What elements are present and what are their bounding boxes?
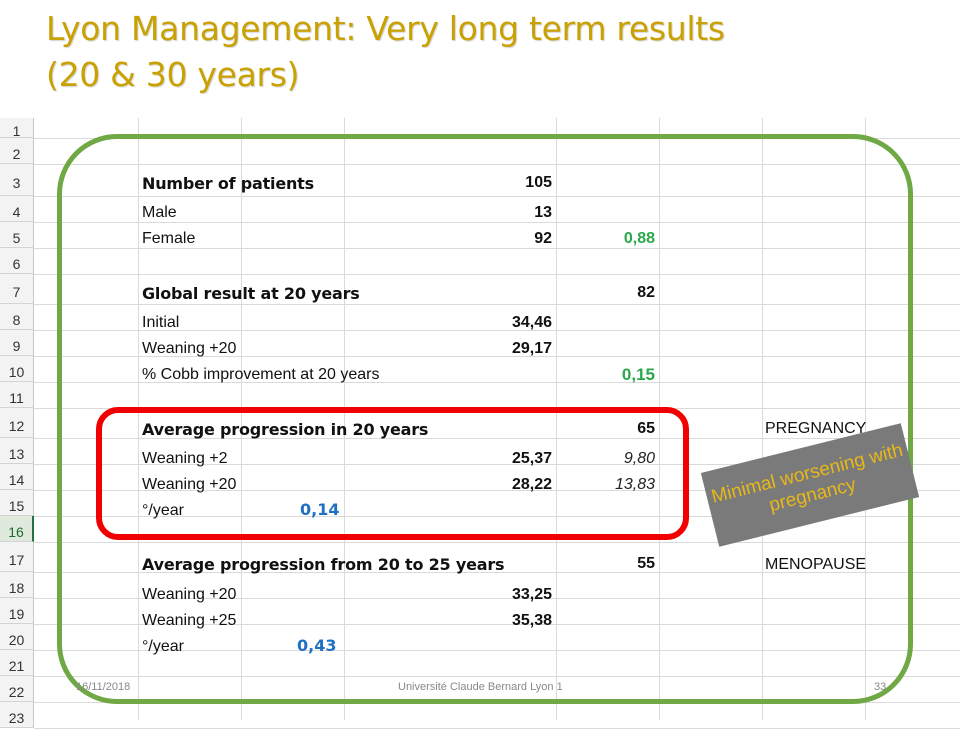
grid-row-line (34, 650, 960, 651)
grid-col-line (659, 118, 660, 720)
cell-weaning-20b-value[interactable]: 28,22 (511, 476, 552, 493)
cell-weaning-2-value[interactable]: 25,37 (511, 450, 552, 467)
grid-row-line (34, 304, 960, 305)
cell-avg-progression-20-label[interactable]: Average progression in 20 years (142, 420, 429, 439)
row-header-23[interactable]: 23 (0, 702, 34, 728)
grid-row-line (34, 382, 960, 383)
cell-cobb-improvement-value[interactable]: 0,15 (621, 365, 655, 384)
grid-col-line (138, 118, 139, 720)
red-outline-highlight (96, 407, 689, 540)
row-header-8[interactable]: 8 (0, 304, 34, 330)
cell-avg-progression-20-25-label[interactable]: Average progression from 20 to 25 years (142, 555, 505, 574)
grid-row-line (34, 728, 960, 729)
cell-degrees-per-year-2-label[interactable]: °/year (142, 638, 184, 655)
cell-weaning-25-label[interactable]: Weaning +25 (142, 612, 237, 629)
row-header-17[interactable]: 17 (0, 542, 34, 572)
cell-female-ratio[interactable]: 0,88 (623, 230, 655, 247)
cell-avg-progression-20-25-value[interactable]: 55 (637, 555, 655, 572)
row-header-16[interactable]: 16 (0, 516, 34, 542)
grid-row-line (34, 516, 960, 517)
grid-col-line (762, 118, 763, 720)
row-header-10[interactable]: 10 (0, 356, 34, 382)
cell-weaning-20c-value[interactable]: 33,25 (511, 586, 552, 603)
cell-initial-value[interactable]: 34,46 (511, 314, 552, 331)
cell-female-label[interactable]: Female (142, 230, 196, 247)
cell-weaning-20-value[interactable]: 29,17 (511, 340, 552, 357)
grid-col-line (241, 118, 242, 720)
slide-title-line-1: Lyon Management: Very long term results (46, 9, 725, 48)
grid-row-line (34, 542, 960, 543)
row-header-21[interactable]: 21 (0, 650, 34, 676)
cell-weaning-20c-label[interactable]: Weaning +20 (142, 586, 237, 603)
cell-global-result-value[interactable]: 82 (637, 284, 655, 301)
slide-title-line-2: (20 & 30 years) (46, 55, 300, 94)
cell-male-label[interactable]: Male (142, 204, 177, 221)
grid-row-line (34, 248, 960, 249)
cell-weaning-20b-progression[interactable]: 13,83 (614, 476, 655, 493)
grid-row-line (34, 196, 960, 197)
cell-degrees-per-year-20-25-value[interactable]: 0,43 (297, 636, 337, 655)
grid-row-line (34, 330, 960, 331)
row-header-11[interactable]: 11 (0, 382, 34, 408)
row-header-3[interactable]: 3 (0, 164, 34, 196)
grid-row-line (34, 438, 960, 439)
cell-number-of-patients-label[interactable]: Number of patients (142, 174, 314, 193)
row-header-20[interactable]: 20 (0, 624, 34, 650)
row-header-5[interactable]: 5 (0, 222, 34, 248)
row-header-18[interactable]: 18 (0, 572, 34, 598)
row-header-9[interactable]: 9 (0, 330, 34, 356)
grid-row-line (34, 164, 960, 165)
footer-date: 16/11/2018 (76, 681, 131, 693)
row-header-19[interactable]: 19 (0, 598, 34, 624)
slide-title: Lyon Management: Very long term results … (46, 6, 926, 98)
cell-degrees-per-year-label[interactable]: °/year (142, 502, 184, 519)
grid-row-line (34, 490, 960, 491)
grid-row-line (34, 464, 960, 465)
cell-menopause-label[interactable]: MENOPAUSE (765, 556, 867, 573)
grid-row-line (34, 598, 960, 599)
grid-row-line (34, 676, 960, 677)
cell-male-value[interactable]: 13 (534, 204, 552, 221)
cell-weaning-20b-label[interactable]: Weaning +20 (142, 476, 237, 493)
row-header-2[interactable]: 2 (0, 138, 34, 164)
row-header-4[interactable]: 4 (0, 196, 34, 222)
row-header-15[interactable]: 15 (0, 490, 34, 516)
row-header-6[interactable]: 6 (0, 248, 34, 274)
cell-avg-progression-20-value[interactable]: 65 (637, 420, 655, 437)
cell-pregnancy-label[interactable]: PREGNANCY (765, 420, 867, 437)
row-header-1[interactable]: 1 (0, 118, 34, 139)
grid-row-line (34, 624, 960, 625)
footer-page-number: 33 (874, 681, 887, 693)
row-header-13[interactable]: 13 (0, 438, 34, 464)
cell-female-value[interactable]: 92 (534, 230, 552, 247)
cell-weaning-2-label[interactable]: Weaning +2 (142, 450, 228, 467)
grid-row-line (34, 572, 960, 573)
cell-degrees-per-year-20-value[interactable]: 0,14 (300, 500, 340, 519)
cell-weaning-20-label[interactable]: Weaning +20 (142, 340, 237, 357)
row-header-12[interactable]: 12 (0, 408, 34, 438)
green-outline-highlight (57, 134, 913, 704)
grid-col-line (556, 118, 557, 720)
grid-row-line (34, 356, 960, 357)
cell-number-of-patients-value[interactable]: 105 (525, 174, 552, 191)
cell-global-result-label[interactable]: Global result at 20 years (142, 284, 360, 303)
cell-weaning-2-progression[interactable]: 9,80 (623, 450, 655, 467)
row-header-7[interactable]: 7 (0, 274, 34, 304)
row-header-14[interactable]: 14 (0, 464, 34, 490)
grid-col-line (865, 118, 866, 720)
row-header-22[interactable]: 22 (0, 676, 34, 702)
cell-initial-label[interactable]: Initial (142, 314, 180, 331)
grid-row-line (34, 222, 960, 223)
grid-row-line (34, 274, 960, 275)
grid-col-line (344, 118, 345, 720)
cell-weaning-25-value[interactable]: 35,38 (511, 612, 552, 629)
footer-institution: Université Claude Bernard Lyon 1 (398, 681, 563, 693)
cell-cobb-improvement-label[interactable]: % Cobb improvement at 20 years (142, 366, 380, 383)
